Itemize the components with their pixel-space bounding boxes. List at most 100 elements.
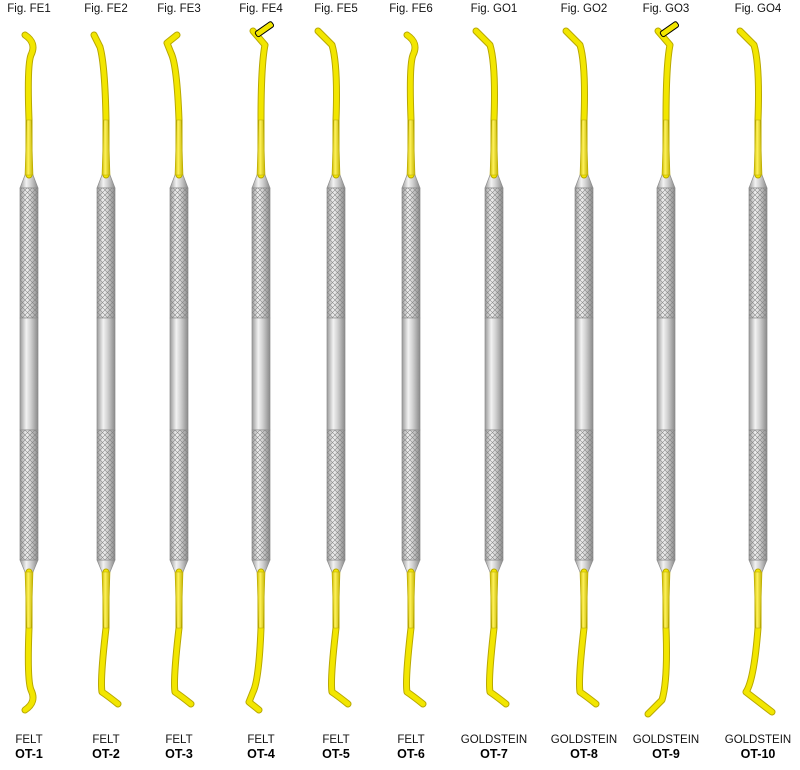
instrument-7-top-tip [473, 28, 497, 178]
instrument-6-handle [401, 174, 421, 573]
handle-knurl-lower [20, 430, 38, 560]
instrument-3-top-tip-shank [174, 119, 184, 176]
instrument-9-bottom-tip-shank [661, 571, 671, 629]
instrument-4-bottom-tip-shank [256, 571, 266, 629]
instrument-5-bottom-tip [329, 569, 351, 707]
figure-label: Fig. FE4 [239, 3, 283, 15]
handle-smooth-middle [326, 317, 346, 431]
instrument-9-handle [656, 174, 676, 573]
instrument-4-top-tip-blade [254, 21, 275, 38]
instrument-1-top-tip-shank [24, 119, 34, 176]
instrument-8-handle [574, 174, 594, 573]
product-code: OT-5 [322, 747, 350, 761]
instrument-1-top-tip [22, 32, 36, 178]
handle-knurl-upper [657, 188, 675, 318]
handle-knurl-upper [749, 188, 767, 318]
handle-knurl-lower [575, 430, 593, 560]
handle-knurl-upper [252, 188, 270, 318]
instrument-2-handle [96, 174, 116, 573]
product-code: OT-9 [652, 747, 680, 761]
instrument-2-bottom-tip-shank [101, 571, 111, 629]
handle-smooth-middle [169, 317, 189, 431]
handle-smooth-middle [401, 317, 421, 431]
handle-knurl-lower [170, 430, 188, 560]
instrument-1-handle [19, 174, 39, 573]
instrument-5-top-tip-shank [331, 119, 341, 176]
product-code: OT-2 [92, 747, 120, 761]
instrument-10-bottom-tip [743, 569, 775, 715]
instrument-6-top-tip [404, 32, 418, 178]
figure-label: Fig. GO3 [642, 3, 690, 15]
instrument-8-top-tip [563, 28, 587, 178]
handle-smooth-middle [656, 317, 676, 431]
instrument-5-bottom-tip-shank [331, 571, 341, 629]
handle-knurl-lower [657, 430, 675, 560]
instrument-9-top-tip-blade [659, 21, 680, 38]
category-label: FELT [397, 734, 425, 746]
product-code: OT-7 [480, 747, 508, 761]
handle-knurl-upper [170, 188, 188, 318]
instrument-10-handle [748, 174, 768, 573]
handle-knurl-upper [575, 188, 593, 318]
instrument-4-top-tip-shank [256, 119, 266, 176]
instrument-10-top-tip [737, 28, 761, 178]
category-label: FELT [247, 734, 275, 746]
instrument-1-bottom-tip [22, 569, 36, 713]
figure-label: Fig. FE5 [314, 3, 358, 15]
category-label: GOLDSTEIN [632, 734, 700, 746]
instrument-2-top-tip-shank [101, 119, 111, 176]
instrument-3-bottom-tip [172, 569, 194, 707]
category-label: GOLDSTEIN [724, 734, 792, 746]
category-label: FELT [322, 734, 350, 746]
instrument-7-bottom-tip-shank [489, 571, 499, 629]
handle-knurl-upper [97, 188, 115, 318]
category-label: FELT [15, 734, 43, 746]
instrument-4-bottom-tip [246, 569, 264, 713]
product-code: OT-10 [740, 747, 776, 761]
handle-knurl-lower [327, 430, 345, 560]
product-code: OT-3 [165, 747, 193, 761]
instrument-10-top-tip-shank [753, 119, 763, 176]
category-label: FELT [92, 734, 120, 746]
figure-label: Fig. GO1 [470, 3, 518, 15]
instrument-7-handle [484, 174, 504, 573]
instrument-6-bottom-tip [404, 569, 426, 707]
handle-smooth-middle [484, 317, 504, 431]
instrument-3-top-tip [164, 32, 182, 178]
category-label: FELT [165, 734, 193, 746]
handle-knurl-lower [402, 430, 420, 560]
handle-knurl-lower [252, 430, 270, 560]
figure-label: Fig. GO4 [734, 3, 782, 15]
figure-label: Fig. FE6 [389, 3, 433, 15]
instrument-2-bottom-tip [99, 569, 121, 707]
instrument-9-bottom-tip [645, 569, 669, 717]
instrument-6-top-tip-shank [406, 119, 416, 176]
handle-knurl-lower [97, 430, 115, 560]
instrument-8-top-tip-shank [579, 119, 589, 176]
handle-smooth-middle [251, 317, 271, 431]
instrument-6-bottom-tip-shank [406, 571, 416, 629]
category-label: GOLDSTEIN [460, 734, 528, 746]
handle-smooth-middle [96, 317, 116, 431]
handle-knurl-upper [327, 188, 345, 318]
category-label: GOLDSTEIN [550, 734, 618, 746]
handle-smooth-middle [574, 317, 594, 431]
instrument-9-top-tip [655, 28, 673, 178]
instrument-5-top-tip [315, 28, 339, 178]
figure-label: Fig. FE3 [157, 3, 201, 15]
instrument-7-bottom-tip [487, 569, 509, 707]
instrument-4-handle [251, 174, 271, 573]
handle-knurl-upper [485, 188, 503, 318]
instrument-8-bottom-tip-shank [579, 571, 589, 629]
instrument-4-top-tip [250, 28, 268, 178]
handle-knurl-lower [749, 430, 767, 560]
instrument-5-handle [326, 174, 346, 573]
figure-label: Fig. FE1 [7, 3, 51, 15]
instrument-3-bottom-tip-shank [174, 571, 184, 629]
instrument-7-top-tip-shank [489, 119, 499, 176]
instrument-10-bottom-tip-shank [753, 571, 763, 629]
instrument-1-bottom-tip-shank [24, 571, 34, 629]
instrument-3-handle [169, 174, 189, 573]
handle-knurl-lower [485, 430, 503, 560]
